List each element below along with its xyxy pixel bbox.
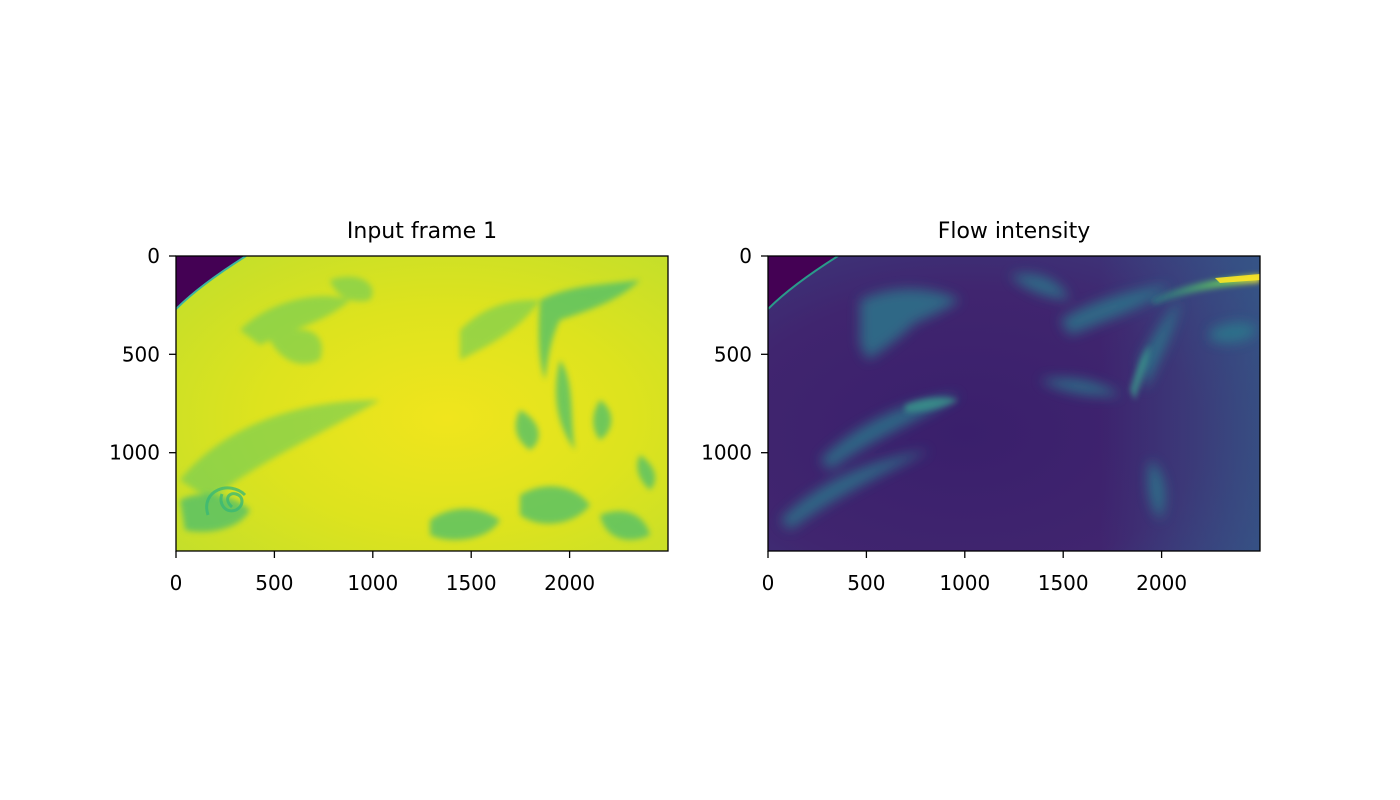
y-axis: 0 500 1000 bbox=[109, 244, 176, 465]
axes-flow-intensity: Flow intensity bbox=[701, 219, 1261, 595]
y-tick-label: 1000 bbox=[109, 441, 160, 465]
y-axis: 0 500 1000 bbox=[701, 244, 768, 465]
axes-input-frame: Input frame 1 bbox=[109, 219, 669, 595]
x-tick-label: 1500 bbox=[446, 571, 497, 595]
y-tick-label: 500 bbox=[122, 342, 160, 366]
x-tick-label: 1000 bbox=[347, 571, 398, 595]
y-tick-label: 0 bbox=[739, 244, 752, 268]
x-tick-label: 500 bbox=[847, 571, 885, 595]
x-tick-label: 0 bbox=[762, 571, 775, 595]
y-tick-label: 500 bbox=[714, 342, 752, 366]
x-tick-label: 1000 bbox=[939, 571, 990, 595]
heatmap-image bbox=[768, 256, 1260, 551]
x-axis: 0 500 1000 1500 2000 bbox=[762, 551, 1187, 595]
y-tick-label: 1000 bbox=[701, 441, 752, 465]
x-tick-label: 500 bbox=[255, 571, 293, 595]
chart-title: Flow intensity bbox=[938, 219, 1091, 244]
y-tick-label: 0 bbox=[147, 244, 160, 268]
x-tick-label: 0 bbox=[170, 571, 183, 595]
x-tick-label: 2000 bbox=[1136, 571, 1187, 595]
chart-title: Input frame 1 bbox=[347, 219, 497, 244]
x-tick-label: 2000 bbox=[544, 571, 595, 595]
x-axis: 0 500 1000 1500 2000 bbox=[170, 551, 595, 595]
x-tick-label: 1500 bbox=[1038, 571, 1089, 595]
heatmap-image bbox=[176, 256, 668, 551]
